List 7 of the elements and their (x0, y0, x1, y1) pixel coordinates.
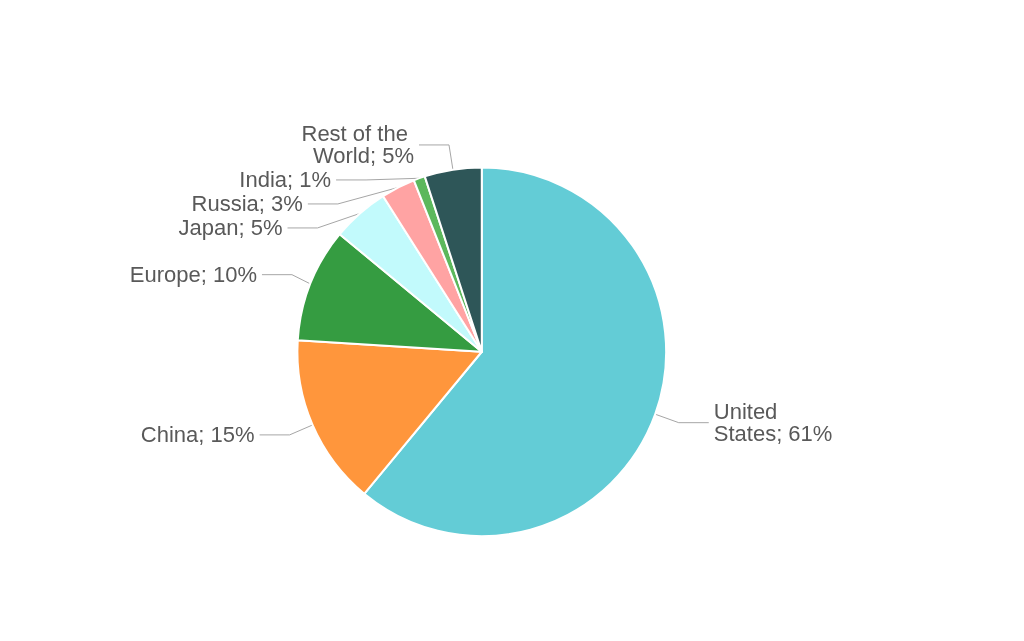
slice-label: Japan; 5% (178, 215, 283, 241)
slice-label: Europe; 10% (129, 262, 257, 288)
slice-label: China; 15% (140, 422, 255, 448)
slice-label: Russia; 3% (191, 191, 303, 217)
slice-label: India; 1% (239, 167, 332, 193)
slice-label: Rest of the World; 5% (301, 121, 415, 169)
slice-label: United States; 61% (713, 399, 833, 447)
